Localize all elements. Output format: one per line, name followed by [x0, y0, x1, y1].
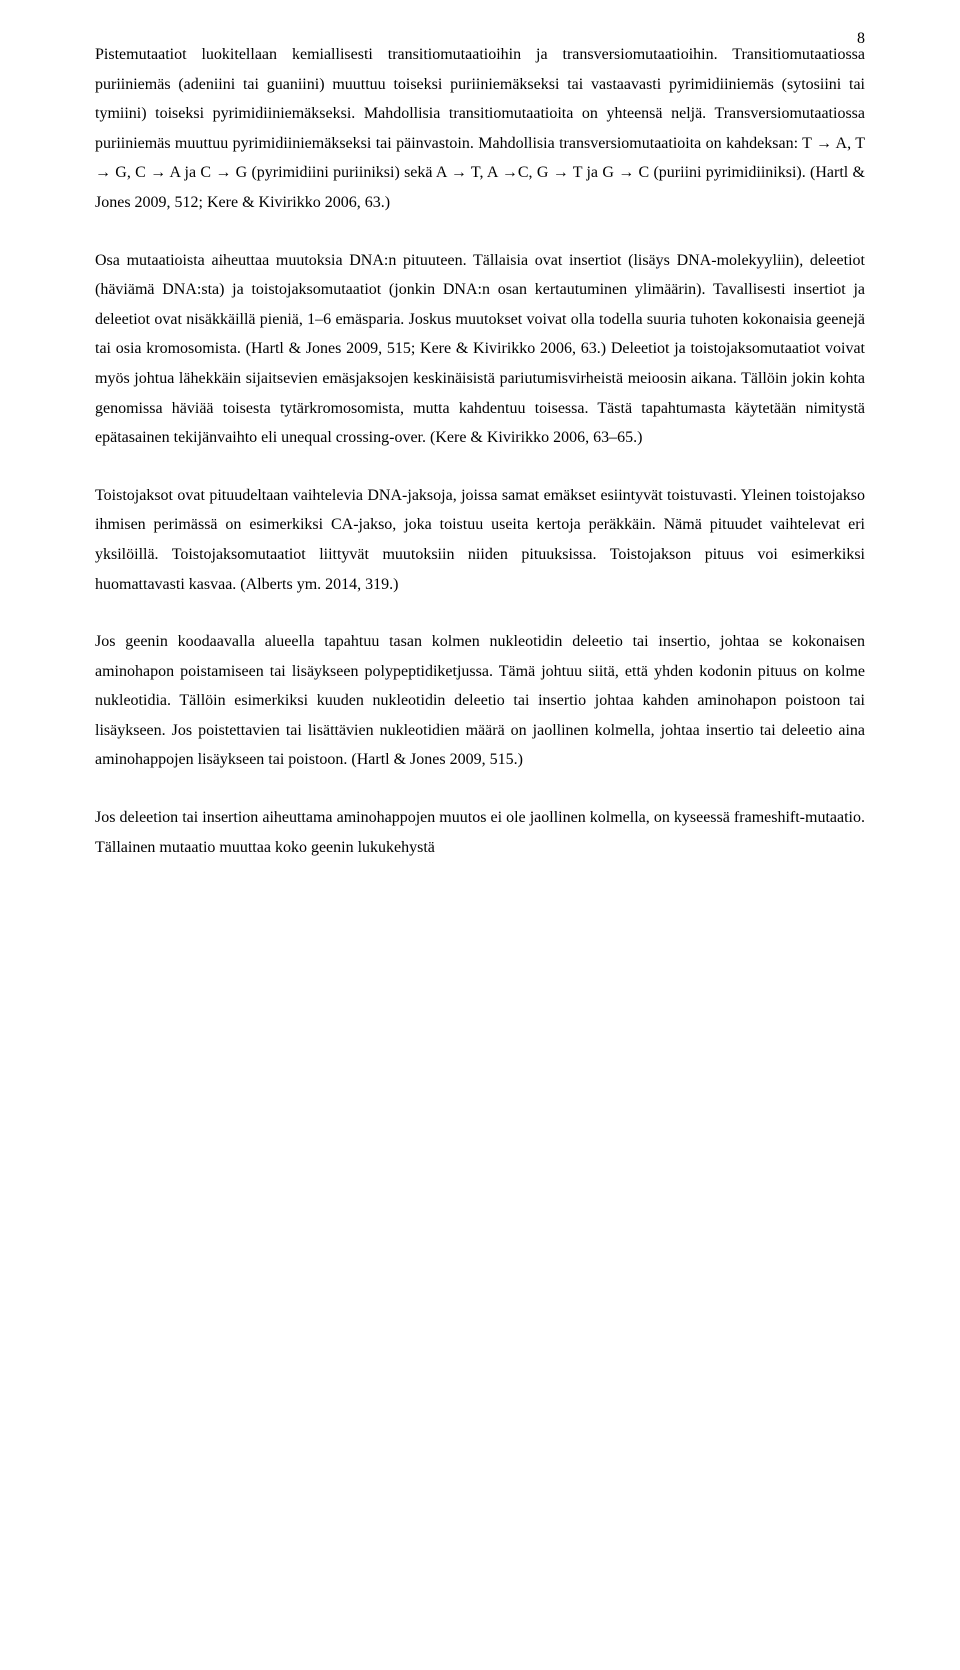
- paragraph-1: Pistemutaatiot luokitellaan kemiallisest…: [95, 40, 865, 218]
- page-container: 8 Pistemutaatiot luokitellaan kemiallise…: [0, 0, 960, 1670]
- page-number: 8: [857, 30, 865, 48]
- paragraph-2: Osa mutaatioista aiheuttaa muutoksia DNA…: [95, 246, 865, 453]
- paragraph-3: Toistojaksot ovat pituudeltaan vaihtelev…: [95, 481, 865, 599]
- paragraph-5: Jos deleetion tai insertion aiheuttama a…: [95, 803, 865, 862]
- paragraph-4: Jos geenin koodaavalla alueella tapahtuu…: [95, 627, 865, 775]
